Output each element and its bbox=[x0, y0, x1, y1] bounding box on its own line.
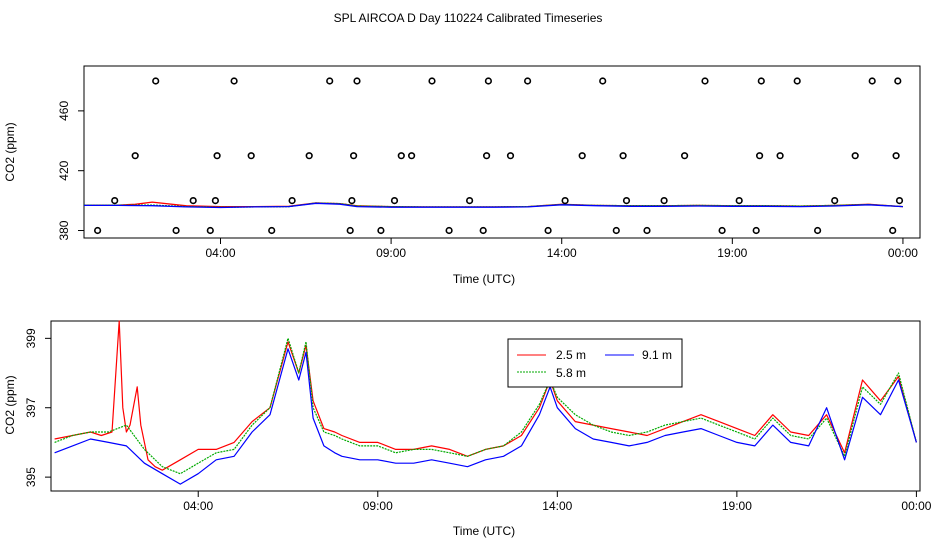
calibration-point bbox=[895, 197, 904, 205]
calibration-point bbox=[851, 152, 859, 160]
calibration-point bbox=[111, 197, 119, 205]
calibration-point bbox=[268, 226, 276, 235]
y-tick-label: 420 bbox=[57, 160, 71, 180]
x-tick-label: 04:00 bbox=[205, 246, 235, 260]
calibration-point bbox=[757, 77, 765, 85]
y-tick-label: 397 bbox=[24, 397, 38, 417]
y-tick-label: 380 bbox=[57, 220, 71, 240]
calibration-point bbox=[172, 226, 180, 235]
calibration-point bbox=[484, 77, 493, 85]
calibration-point bbox=[206, 226, 214, 235]
legend-label-5.8m: 5.8 m bbox=[556, 366, 586, 380]
calibration-point bbox=[230, 77, 238, 85]
calibration-point bbox=[619, 152, 627, 160]
calibration-point bbox=[718, 226, 726, 235]
x-axis-label: Time (UTC) bbox=[453, 524, 515, 538]
calibration-point bbox=[578, 152, 586, 160]
y-axis-label: CO2 (ppm) bbox=[3, 375, 17, 434]
calibration-point bbox=[211, 197, 219, 205]
calibration-point bbox=[755, 152, 764, 160]
calibration-point bbox=[466, 197, 474, 205]
calibration-point bbox=[612, 226, 620, 235]
calibration-point bbox=[189, 197, 197, 205]
y-tick-label: 460 bbox=[57, 101, 71, 121]
calibration-point bbox=[660, 197, 668, 205]
calibration-point bbox=[305, 152, 313, 160]
calibration-point bbox=[445, 226, 453, 235]
calibration-point bbox=[701, 77, 709, 85]
calibration-point bbox=[523, 77, 532, 85]
calibration-point bbox=[506, 152, 515, 160]
y-axis-label: CO2 (ppm) bbox=[3, 122, 17, 181]
calibration-point bbox=[561, 197, 569, 205]
calibration-point bbox=[408, 152, 416, 160]
calibration-point bbox=[776, 152, 784, 160]
calibration-point bbox=[397, 152, 405, 160]
calibration-point bbox=[483, 152, 491, 160]
series-line-2.5m bbox=[54, 320, 917, 471]
calibration-point bbox=[152, 77, 160, 85]
x-tick-label: 14:00 bbox=[542, 499, 572, 513]
legend-label-2.5m: 2.5 m bbox=[556, 348, 586, 362]
series-line-9.1m bbox=[54, 348, 917, 485]
legend-label-9.1m: 9.1 m bbox=[642, 348, 672, 362]
co2-timeseries-panel: 04:00 09:00 14:00 19:00 00:00 395 397 399 Time … bbox=[3, 320, 932, 538]
x-tick-label: 09:00 bbox=[363, 499, 393, 513]
calibration-point bbox=[247, 152, 255, 160]
y-tick-label: 395 bbox=[24, 467, 38, 487]
calibration-point bbox=[326, 77, 334, 85]
calibration-point bbox=[599, 77, 607, 85]
calibration-point bbox=[680, 152, 689, 160]
calibration-point bbox=[793, 77, 801, 85]
figure-title: SPL AIRCOA D Day 110224 Calibrated Times… bbox=[334, 11, 603, 25]
x-tick-label: 09:00 bbox=[376, 246, 406, 260]
x-tick-label: 04:00 bbox=[183, 499, 213, 513]
calibration-point bbox=[868, 77, 876, 85]
legend: 2.5 m 9.1 m 5.8 m bbox=[507, 338, 683, 388]
calibration-point bbox=[350, 152, 358, 160]
calibration-point bbox=[479, 226, 487, 235]
x-tick-label: 14:00 bbox=[547, 246, 577, 260]
legend-box bbox=[507, 338, 683, 388]
plot-frame bbox=[83, 65, 921, 239]
series-line-5.8m bbox=[54, 337, 917, 475]
calibration-point bbox=[813, 226, 822, 235]
calibration-point bbox=[894, 77, 902, 85]
x-tick-label: 00:00 bbox=[888, 246, 918, 260]
plot-frame bbox=[50, 320, 921, 492]
calibration-panel: 04:00 09:00 14:00 19:00 00:00 380 420 460 Time … bbox=[3, 65, 921, 286]
calibration-point bbox=[377, 226, 385, 235]
calibration-point bbox=[889, 226, 897, 235]
x-axis-label: Time (UTC) bbox=[453, 272, 515, 286]
x-tick-label: 19:00 bbox=[722, 499, 752, 513]
calibration-point bbox=[131, 152, 139, 160]
calibration-point bbox=[622, 197, 631, 205]
calibration-point bbox=[735, 197, 743, 205]
calibration-point bbox=[93, 226, 102, 235]
calibration-point bbox=[428, 77, 436, 85]
calibration-point bbox=[348, 197, 356, 205]
y-tick-label: 399 bbox=[24, 328, 38, 348]
series-line-9.1m bbox=[84, 202, 903, 209]
calibration-point bbox=[288, 197, 296, 205]
calibration-point bbox=[831, 197, 839, 205]
calibration-point bbox=[346, 226, 354, 235]
calibration-point bbox=[544, 226, 552, 235]
calibration-point bbox=[643, 226, 651, 235]
calibration-point bbox=[213, 152, 221, 160]
calibration-point bbox=[390, 197, 399, 205]
x-tick-label: 19:00 bbox=[717, 246, 747, 260]
calibration-point bbox=[353, 77, 361, 85]
calibration-point bbox=[892, 152, 900, 160]
calibration-point bbox=[752, 226, 760, 235]
x-tick-label: 00:00 bbox=[901, 499, 931, 513]
